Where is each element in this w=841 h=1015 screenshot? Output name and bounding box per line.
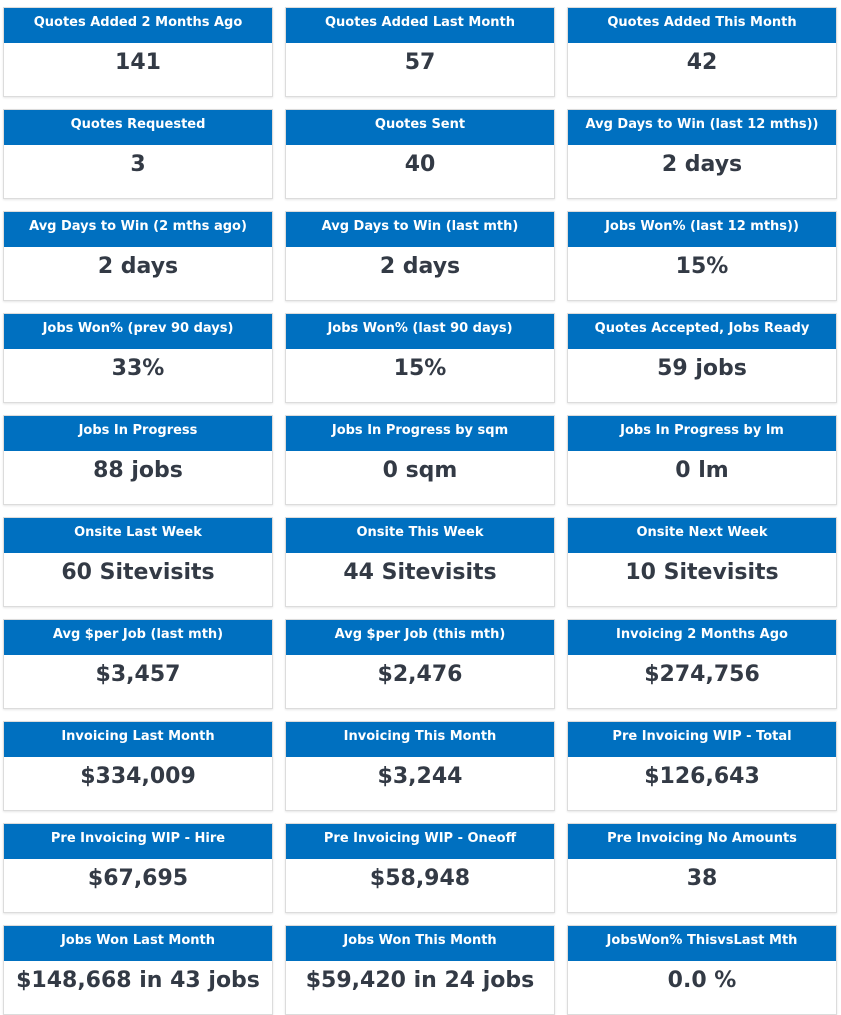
kpi-card-onsite-last-week: Onsite Last Week 60 Sitevisits bbox=[3, 517, 273, 607]
kpi-card-value: 2 days bbox=[97, 254, 179, 279]
kpi-card-invoicing-2-months-ago: Invoicing 2 Months Ago $274,756 bbox=[567, 619, 837, 709]
kpi-card-quotes-added-last-month: Quotes Added Last Month 57 bbox=[285, 7, 555, 97]
kpi-card-quotes-added-this-month: Quotes Added This Month 42 bbox=[567, 7, 837, 97]
kpi-card-avg-per-job-this-mth: Avg $per Job (this mth) $2,476 bbox=[285, 619, 555, 709]
kpi-card-quotes-added-2-months-ago: Quotes Added 2 Months Ago 141 bbox=[3, 7, 273, 97]
kpi-card-value: 10 Sitevisits bbox=[625, 560, 779, 585]
kpi-card-title: Onsite Next Week bbox=[568, 518, 836, 553]
kpi-card-title: Avg $per Job (this mth) bbox=[286, 620, 554, 655]
kpi-card-title: JobsWon% ThisvsLast Mth bbox=[568, 926, 836, 961]
kpi-card-value: $3,457 bbox=[95, 662, 181, 687]
kpi-card-value: $67,695 bbox=[87, 866, 189, 891]
kpi-card-title: Avg Days to Win (last 12 mths)) bbox=[568, 110, 836, 145]
kpi-card-invoicing-this-month: Invoicing This Month $3,244 bbox=[285, 721, 555, 811]
kpi-card-value: 42 bbox=[686, 50, 718, 75]
kpi-card-jobs-won-pct-12-mths: Jobs Won% (last 12 mths)) 15% bbox=[567, 211, 837, 301]
kpi-card-title: Pre Invoicing WIP - Hire bbox=[4, 824, 272, 859]
kpi-card-value: 3 bbox=[130, 152, 146, 177]
kpi-card-quotes-requested: Quotes Requested 3 bbox=[3, 109, 273, 199]
kpi-card-jobs-in-progress: Jobs In Progress 88 jobs bbox=[3, 415, 273, 505]
kpi-dashboard-grid: Quotes Added 2 Months Ago 141 Quotes Add… bbox=[3, 7, 837, 1015]
kpi-card-avg-days-to-win-last-mth: Avg Days to Win (last mth) 2 days bbox=[285, 211, 555, 301]
kpi-card-jobs-won-this-month: Jobs Won This Month $59,420 in 24 jobs bbox=[285, 925, 555, 1015]
kpi-card-jobs-won-pct-this-vs-last-mth: JobsWon% ThisvsLast Mth 0.0 % bbox=[567, 925, 837, 1015]
kpi-card-value: 40 bbox=[404, 152, 436, 177]
kpi-card-value: $3,244 bbox=[377, 764, 463, 789]
kpi-card-jobs-won-last-month: Jobs Won Last Month $148,668 in 43 jobs bbox=[3, 925, 273, 1015]
kpi-card-title: Onsite Last Week bbox=[4, 518, 272, 553]
kpi-card-jobs-won-pct-prev-90-days: Jobs Won% (prev 90 days) 33% bbox=[3, 313, 273, 403]
kpi-card-value: 2 days bbox=[379, 254, 461, 279]
kpi-card-value: 0.0 % bbox=[667, 968, 737, 993]
kpi-card-title: Jobs In Progress by sqm bbox=[286, 416, 554, 451]
kpi-card-value: 0 sqm bbox=[382, 458, 458, 483]
kpi-card-avg-per-job-last-mth: Avg $per Job (last mth) $3,457 bbox=[3, 619, 273, 709]
kpi-card-value: 60 Sitevisits bbox=[61, 560, 215, 585]
kpi-card-title: Jobs Won% (prev 90 days) bbox=[4, 314, 272, 349]
kpi-card-title: Avg Days to Win (last mth) bbox=[286, 212, 554, 247]
kpi-card-pre-invoicing-wip-oneoff: Pre Invoicing WIP - Oneoff $58,948 bbox=[285, 823, 555, 913]
kpi-card-value: 0 lm bbox=[675, 458, 729, 483]
kpi-card-quotes-accepted-jobs-ready: Quotes Accepted, Jobs Ready 59 jobs bbox=[567, 313, 837, 403]
kpi-card-pre-invoicing-wip-hire: Pre Invoicing WIP - Hire $67,695 bbox=[3, 823, 273, 913]
kpi-card-title: Jobs Won Last Month bbox=[4, 926, 272, 961]
kpi-card-title: Quotes Sent bbox=[286, 110, 554, 145]
kpi-card-title: Quotes Accepted, Jobs Ready bbox=[568, 314, 836, 349]
kpi-card-value: $58,948 bbox=[369, 866, 471, 891]
kpi-card-onsite-next-week: Onsite Next Week 10 Sitevisits bbox=[567, 517, 837, 607]
kpi-card-pre-invoicing-no-amounts: Pre Invoicing No Amounts 38 bbox=[567, 823, 837, 913]
kpi-card-value: $334,009 bbox=[80, 764, 196, 789]
kpi-card-title: Jobs Won This Month bbox=[286, 926, 554, 961]
kpi-card-avg-days-to-win-2-mths-ago: Avg Days to Win (2 mths ago) 2 days bbox=[3, 211, 273, 301]
kpi-card-title: Jobs Won% (last 90 days) bbox=[286, 314, 554, 349]
kpi-card-value: 141 bbox=[115, 50, 161, 75]
kpi-card-jobs-in-progress-lm: Jobs In Progress by lm 0 lm bbox=[567, 415, 837, 505]
kpi-card-value: $2,476 bbox=[377, 662, 463, 687]
kpi-card-title: Quotes Added This Month bbox=[568, 8, 836, 43]
kpi-card-onsite-this-week: Onsite This Week 44 Sitevisits bbox=[285, 517, 555, 607]
kpi-card-title: Onsite This Week bbox=[286, 518, 554, 553]
kpi-card-title: Jobs In Progress by lm bbox=[568, 416, 836, 451]
kpi-card-value: 33% bbox=[111, 356, 165, 381]
kpi-card-value: 57 bbox=[404, 50, 436, 75]
kpi-card-value: 88 jobs bbox=[93, 458, 183, 483]
kpi-card-value: 38 bbox=[686, 866, 718, 891]
kpi-card-value: 2 days bbox=[661, 152, 743, 177]
kpi-card-jobs-won-pct-last-90-days: Jobs Won% (last 90 days) 15% bbox=[285, 313, 555, 403]
kpi-card-title: Avg Days to Win (2 mths ago) bbox=[4, 212, 272, 247]
kpi-card-value: 15% bbox=[393, 356, 447, 381]
kpi-card-title: Pre Invoicing No Amounts bbox=[568, 824, 836, 859]
kpi-card-title: Invoicing 2 Months Ago bbox=[568, 620, 836, 655]
kpi-card-title: Pre Invoicing WIP - Total bbox=[568, 722, 836, 757]
kpi-card-title: Invoicing Last Month bbox=[4, 722, 272, 757]
kpi-card-avg-days-to-win-12-mths: Avg Days to Win (last 12 mths)) 2 days bbox=[567, 109, 837, 199]
kpi-card-title: Quotes Added 2 Months Ago bbox=[4, 8, 272, 43]
kpi-card-value: $274,756 bbox=[644, 662, 760, 687]
kpi-card-value: $126,643 bbox=[644, 764, 760, 789]
kpi-card-quotes-sent: Quotes Sent 40 bbox=[285, 109, 555, 199]
kpi-card-title: Avg $per Job (last mth) bbox=[4, 620, 272, 655]
kpi-card-title: Pre Invoicing WIP - Oneoff bbox=[286, 824, 554, 859]
kpi-card-title: Quotes Requested bbox=[4, 110, 272, 145]
kpi-card-value: $59,420 in 24 jobs bbox=[305, 968, 535, 993]
kpi-card-jobs-in-progress-sqm: Jobs In Progress by sqm 0 sqm bbox=[285, 415, 555, 505]
kpi-card-invoicing-last-month: Invoicing Last Month $334,009 bbox=[3, 721, 273, 811]
kpi-card-title: Jobs In Progress bbox=[4, 416, 272, 451]
kpi-card-title: Quotes Added Last Month bbox=[286, 8, 554, 43]
kpi-card-value: 44 Sitevisits bbox=[343, 560, 497, 585]
kpi-card-value: $148,668 in 43 jobs bbox=[16, 968, 260, 993]
kpi-card-value: 15% bbox=[675, 254, 729, 279]
kpi-card-value: 59 jobs bbox=[657, 356, 747, 381]
kpi-card-pre-invoicing-wip-total: Pre Invoicing WIP - Total $126,643 bbox=[567, 721, 837, 811]
kpi-card-title: Jobs Won% (last 12 mths)) bbox=[568, 212, 836, 247]
kpi-card-title: Invoicing This Month bbox=[286, 722, 554, 757]
